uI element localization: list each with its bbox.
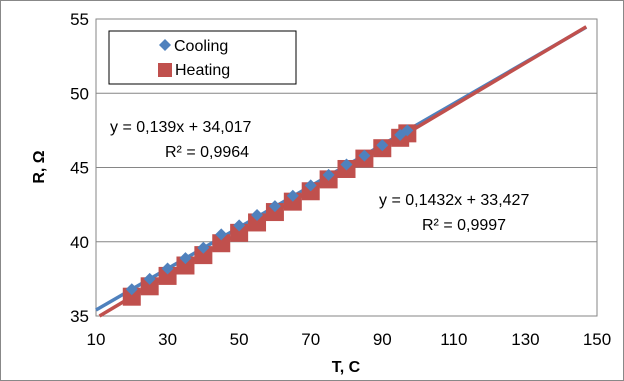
y-tick-label-50: 50 — [70, 84, 89, 103]
x-tick-label-10: 10 — [87, 330, 106, 349]
cooling-point — [401, 124, 414, 137]
x-tick-label-30: 30 — [158, 330, 177, 349]
x-tick-label-150: 150 — [583, 330, 611, 349]
data-markers — [122, 124, 417, 306]
y-tick-label-55: 55 — [70, 10, 89, 29]
cooling-point — [251, 209, 264, 222]
heating-point — [248, 213, 267, 232]
cooling-point — [322, 168, 335, 181]
heating-equation-text: y = 0,1432x + 33,427 — [379, 192, 529, 209]
legend-heating-marker-icon — [158, 63, 172, 77]
heating-r2-text: R² = 0,9997 — [422, 217, 506, 234]
y-tick-label-35: 35 — [70, 307, 89, 326]
legend-heating-label: Heating — [175, 62, 230, 79]
cooling-point — [286, 189, 299, 202]
x-tick-label-70: 70 — [301, 330, 320, 349]
legend-cooling-marker-icon — [159, 39, 171, 51]
legend: Cooling Heating — [108, 30, 297, 85]
cooling-point — [268, 200, 281, 213]
cooling-point — [215, 228, 228, 241]
cooling-equation-text: y = 0,139x + 34,017 — [110, 119, 252, 136]
cooling-point — [358, 149, 371, 162]
x-tick-label-110: 110 — [440, 330, 467, 349]
y-tick-label-40: 40 — [70, 233, 89, 252]
cooling-point — [233, 219, 246, 232]
heating-point — [140, 277, 159, 296]
cooling-point — [143, 272, 156, 285]
cooling-point — [304, 179, 317, 192]
cooling-point — [125, 283, 138, 296]
heating-point — [176, 256, 195, 275]
tick-labels: 35 40 45 50 55 10 30 50 70 90 110 130 150 — [70, 10, 611, 349]
heating-point — [194, 246, 213, 265]
heating-point — [230, 223, 249, 242]
cooling-equation-label: y = 0,139x + 34,017 R² = 0,9964 — [110, 119, 252, 161]
heating-equation-label: y = 0,1432x + 33,427 R² = 0,9997 — [379, 192, 529, 234]
heating-point — [158, 266, 177, 285]
cooling-point — [376, 139, 389, 152]
x-axis-title: T, C — [332, 359, 361, 376]
plot-area-border — [95, 18, 598, 317]
cooling-point — [340, 158, 353, 171]
cooling-point — [179, 252, 192, 265]
heating-point — [122, 287, 141, 306]
cooling-r2-text: R² = 0,9964 — [165, 144, 249, 161]
legend-cooling-label: Cooling — [174, 38, 228, 55]
y-axis-title: R, Ω — [31, 150, 48, 183]
y-tick-label-45: 45 — [70, 159, 89, 178]
cooling-point — [161, 262, 174, 275]
cooling-point — [197, 241, 210, 254]
x-tick-label-130: 130 — [511, 330, 539, 349]
x-tick-label-50: 50 — [230, 330, 249, 349]
heating-point — [212, 234, 231, 253]
legend-box — [108, 30, 297, 85]
x-tick-label-90: 90 — [373, 330, 392, 349]
